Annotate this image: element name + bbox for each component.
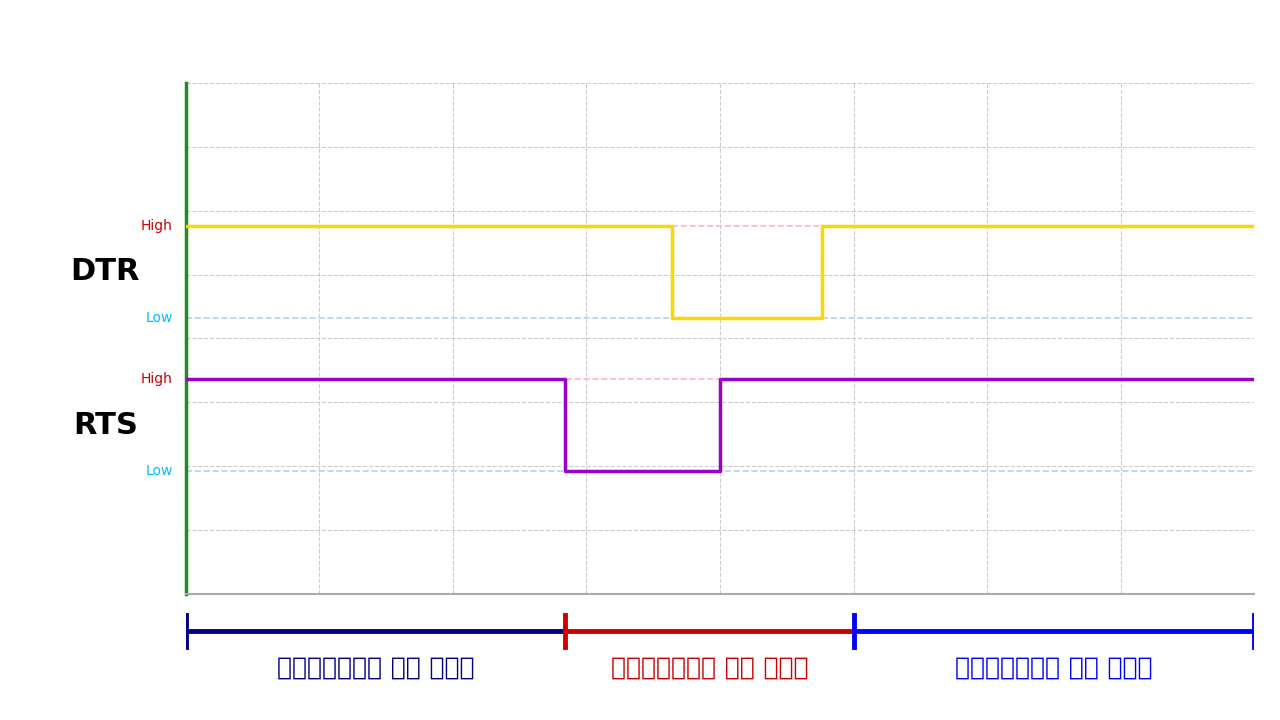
Text: Low: Low: [146, 311, 173, 325]
Text: Low: Low: [146, 464, 173, 478]
Text: DTR: DTR: [70, 258, 141, 287]
Text: আপলোডিং এর সময়: আপলোডিং এর সময়: [611, 656, 808, 680]
Text: High: High: [141, 219, 173, 233]
Text: আপলোডিং এর আগে: আপলোডিং এর আগে: [276, 656, 474, 680]
Text: High: High: [141, 372, 173, 387]
Text: আপলোডিং এর পরে: আপলোডিং এর পরে: [955, 656, 1153, 680]
Text: RTS: RTS: [73, 411, 138, 440]
